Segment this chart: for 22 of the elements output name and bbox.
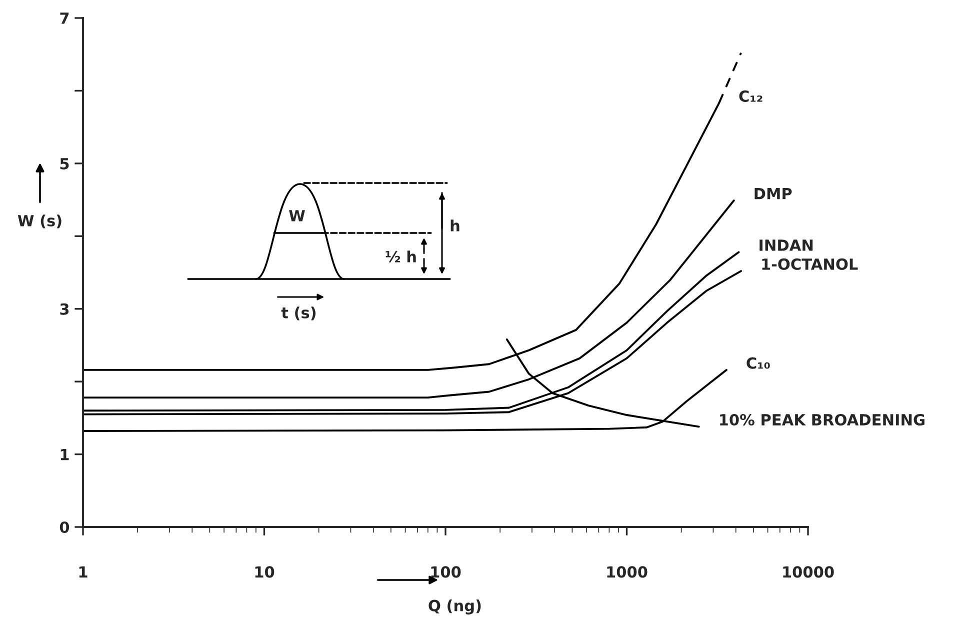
x-axis-title: Q (ng) (428, 600, 481, 614)
y-tick-label: 3 (60, 303, 69, 315)
x-tick-label: 1000 (607, 566, 648, 578)
y-axis-title: W (s) (18, 214, 62, 228)
series-label: 1-OCTANOL (762, 258, 858, 270)
y-tick-label: 5 (60, 158, 69, 170)
series-label: C₁₀ (746, 357, 770, 369)
annotation: ½ h (386, 250, 416, 262)
y-tick-label: 1 (60, 448, 69, 460)
x-tick-label: 10000 (783, 566, 834, 578)
y-tick-label: 0 (60, 521, 70, 534)
series-label: 10% PEAK BROADENING (720, 414, 924, 426)
series-label: DMP (754, 188, 792, 200)
annotation: h (450, 220, 460, 232)
y-tick-label: 7 (60, 12, 69, 24)
series-label: C₁₂ (739, 90, 762, 102)
series-label: INDAN (760, 240, 813, 251)
x-tick-label: 100 (431, 566, 461, 578)
x-tick-label: 10 (255, 566, 274, 578)
x-tick-label: 1 (79, 566, 88, 578)
annotation: t (s) (281, 306, 316, 320)
annotation: W (289, 210, 305, 222)
